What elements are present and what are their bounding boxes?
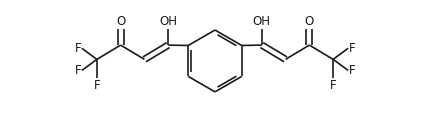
Text: F: F — [74, 64, 81, 77]
Text: F: F — [74, 42, 81, 55]
Text: F: F — [349, 64, 356, 77]
Text: O: O — [116, 15, 125, 28]
Text: O: O — [305, 15, 314, 28]
Text: F: F — [94, 79, 100, 92]
Text: OH: OH — [159, 15, 177, 28]
Text: OH: OH — [253, 15, 271, 28]
Text: F: F — [330, 79, 336, 92]
Text: F: F — [349, 42, 356, 55]
